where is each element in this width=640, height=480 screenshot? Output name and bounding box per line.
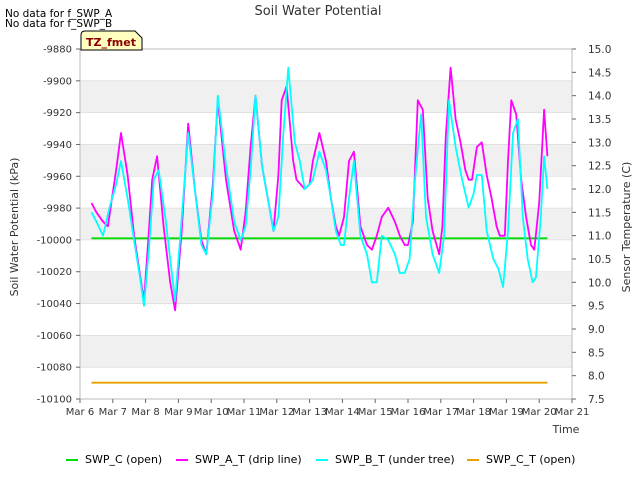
y2-tick-label: 12.5 (588, 161, 611, 173)
y2-tick-label: 15.0 (588, 44, 611, 56)
series-line-2 (90, 66, 549, 307)
grid-band (80, 271, 572, 304)
y2-tick-label: 8.5 (588, 347, 605, 359)
x-tick-label: Mar 6 (66, 407, 94, 418)
legend-label-swp-b-t: SWP_B_T (under tree) (335, 453, 455, 466)
x-tick-label: Mar 7 (99, 407, 127, 418)
plot-frame (79, 48, 573, 400)
y2-tick-label: 11.5 (588, 207, 611, 219)
y2-tick-label: 12.0 (588, 184, 611, 196)
legend-swatch-swp-c-t (467, 458, 479, 461)
series-lines (90, 66, 549, 384)
y-tick-label: -9920 (43, 108, 72, 119)
y-tick-label: -9940 (43, 140, 72, 151)
y2-tick-label: 14.0 (588, 91, 611, 103)
x-tick-label: Mar 14 (325, 407, 360, 418)
x-tick-label: Mar 21 (555, 407, 590, 418)
x-tick-label: Mar 15 (358, 407, 393, 418)
chart-legend: SWP_C (open) SWP_A_T (drip line) SWP_B_T… (0, 453, 640, 469)
y-tick-label: -10060 (37, 331, 72, 342)
y-tick-label: -9980 (43, 204, 72, 215)
station-badge: TZ_fmet (80, 30, 143, 51)
x-tick-label: Mar 11 (227, 407, 262, 418)
legend-label-swp-c: SWP_C (open) (85, 453, 163, 466)
legend-swatch-swp-c (66, 458, 78, 461)
legend-label-swp-c-t: SWP_C_T (open) (486, 453, 576, 466)
y2-tick-label: 9.5 (588, 301, 605, 313)
y2-tick-label: 11.0 (588, 231, 611, 243)
y-tick-label: -10080 (37, 363, 72, 374)
x-tick-label: Mar 16 (391, 407, 426, 418)
legend-swatch-swp-b-t (316, 458, 328, 461)
legend-label-swp-a-t: SWP_A_T (drip line) (195, 453, 302, 466)
grid-band (80, 80, 572, 113)
legend-swatch-swp-a-t (176, 458, 188, 461)
station-badge-label: TZ_fmet (86, 36, 136, 49)
x-tick-label: Mar 18 (456, 407, 491, 418)
grid-bands (80, 48, 572, 400)
x-tick-label: Mar 8 (131, 407, 159, 418)
legend-item-swp-a-t: SWP_A_T (drip line) (176, 453, 302, 466)
y-axis-label: Soil Water Potential (kPa) (8, 158, 21, 297)
y2-tick-label: 13.5 (588, 114, 611, 126)
y2-tick-label: 14.5 (588, 67, 611, 79)
no-data-note-a: No data for f_SWP_A (5, 8, 113, 20)
grid-band (80, 335, 572, 368)
legend-item-swp-c-t: SWP_C_T (open) (467, 453, 575, 466)
y2-tick-label: 8.0 (588, 371, 605, 383)
no-data-note-b: No data for f_SWP_B (5, 18, 113, 30)
y-tick-label: -9960 (43, 172, 72, 183)
grid-band (80, 208, 572, 240)
y-tick-label: -10040 (37, 299, 72, 310)
x-tick-label: Mar 13 (292, 407, 327, 418)
x-axis-label: Time (552, 423, 580, 436)
y2-tick-label: 10.0 (588, 277, 611, 289)
y2-axis-label: Sensor Temperature (C) (620, 162, 633, 293)
y-tick-label: -9880 (43, 45, 72, 56)
y2-tick-label: 13.0 (588, 137, 611, 149)
x-tick-label: Mar 12 (259, 407, 294, 418)
y-tick-label: -10020 (37, 267, 72, 278)
x-tick-label: Mar 19 (489, 407, 524, 418)
y-tick-label: -10000 (37, 235, 72, 246)
x-tick-label: Mar 10 (194, 407, 229, 418)
y-tick-label: -10100 (37, 395, 72, 406)
chart-title: Soil Water Potential (254, 4, 381, 19)
y2-tick-label: 10.5 (588, 254, 611, 266)
x-tick-label: Mar 9 (164, 407, 192, 418)
legend-item-swp-b-t: SWP_B_T (under tree) (316, 453, 455, 466)
y2-tick-label: 7.5 (588, 394, 605, 406)
legend-item-swp-c: SWP_C (open) (66, 453, 162, 466)
x-tick-label: Mar 20 (522, 407, 557, 418)
x-tick-label: Mar 17 (423, 407, 458, 418)
y2-tick-label: 9.0 (588, 324, 605, 336)
series-line-1 (90, 66, 549, 312)
y-tick-label: -9900 (43, 76, 72, 87)
